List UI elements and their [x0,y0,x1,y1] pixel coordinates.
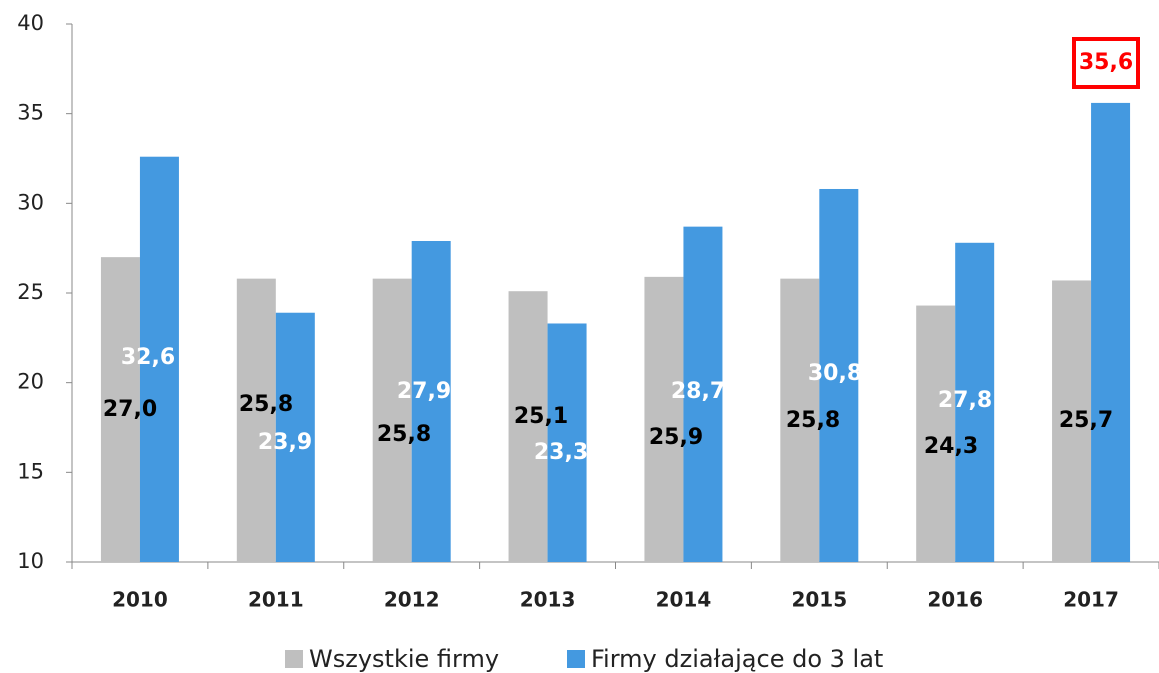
value-label: 25,8 [239,392,293,417]
bar [547,323,587,562]
value-label: 25,8 [377,422,431,447]
bar [508,291,548,562]
bar [780,278,820,562]
y-tick-label: 40 [17,11,44,35]
bar [955,242,995,562]
legend-swatch [567,650,585,668]
y-tick-label: 35 [17,101,44,125]
y-tick-label: 15 [17,459,44,483]
value-label: 23,9 [258,430,312,455]
x-tick-label: 2017 [1063,588,1119,612]
x-tick-label: 2014 [656,588,712,612]
value-label: 32,6 [121,345,175,370]
bar [1091,102,1131,562]
highlight-box [1072,37,1140,89]
bar [236,278,276,562]
value-label: 25,7 [1059,408,1113,433]
y-tick-label: 20 [17,370,44,394]
bar [819,188,859,562]
x-tick-label: 2015 [791,588,847,612]
value-label: 24,3 [924,434,978,459]
legend-swatch [285,650,303,668]
bar [1052,280,1092,562]
x-tick-label: 2016 [927,588,983,612]
bar [644,276,684,562]
legend-label: Firmy działające do 3 lat [591,645,883,673]
value-label: 25,8 [786,408,840,433]
y-tick-label: 25 [17,280,44,304]
value-label: 27,0 [103,397,157,422]
x-tick-label: 2011 [248,588,304,612]
value-label: 35,6 [1079,50,1133,75]
bar [916,305,956,562]
bar [275,312,315,562]
value-label: 27,9 [397,379,451,404]
value-label: 30,8 [808,361,862,386]
x-tick-label: 2013 [520,588,576,612]
x-tick-label: 2012 [384,588,440,612]
value-label: 28,7 [671,379,725,404]
y-tick-label: 10 [17,549,44,573]
legend-label: Wszystkie firmy [309,645,499,673]
value-label: 25,9 [649,425,703,450]
x-tick-label: 2010 [112,588,168,612]
bar [372,278,412,562]
value-label: 27,8 [938,388,992,413]
bar [139,156,179,562]
bar [683,226,723,562]
bar [411,240,451,562]
value-label: 25,1 [514,404,568,429]
value-label: 23,3 [534,440,588,465]
y-tick-label: 30 [17,190,44,214]
bar [100,257,140,562]
